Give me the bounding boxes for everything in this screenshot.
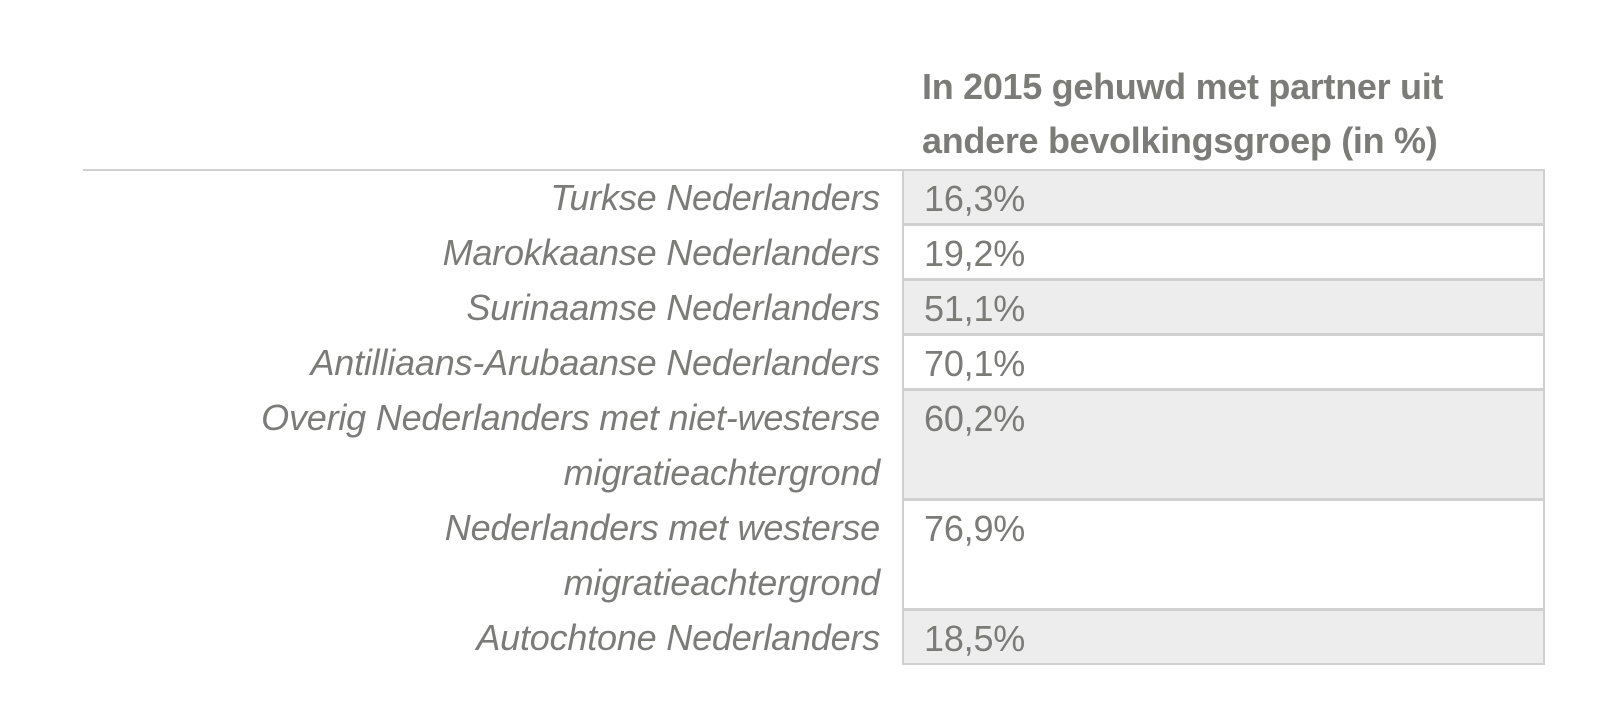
header-divider — [83, 169, 1545, 171]
row-label: Overig Nederlanders met niet-westerse mi… — [261, 397, 880, 493]
value-cell: 70,1% — [902, 334, 1545, 390]
value-cell: 76,9% — [902, 499, 1545, 610]
table-row: Autochtone Nederlanders 18,5% — [83, 609, 1545, 665]
value-label: 19,2% — [924, 233, 1026, 274]
value-cell: 60,2% — [902, 389, 1545, 500]
value-label: 70,1% — [924, 343, 1026, 384]
column-header: In 2015 gehuwd met partner uit andere be… — [922, 66, 1444, 161]
value-label: 51,1% — [924, 288, 1026, 329]
table-row: Marokkaanse Nederlanders 19,2% — [83, 224, 1545, 280]
table-row: Antilliaans-Arubaanse Nederlanders 70,1% — [83, 334, 1545, 390]
value-cell: 18,5% — [902, 609, 1545, 665]
value-label: 16,3% — [924, 178, 1026, 219]
row-label: Surinaamse Nederlanders — [466, 287, 880, 328]
row-label: Autochtone Nederlanders — [476, 617, 880, 658]
value-label: 76,9% — [924, 508, 1026, 549]
row-label: Marokkaanse Nederlanders — [442, 232, 881, 273]
table-row: Surinaamse Nederlanders 51,1% — [83, 279, 1545, 335]
value-cell: 51,1% — [902, 279, 1545, 335]
row-label: Turkse Nederlanders — [550, 177, 880, 218]
row-label: Antilliaans-Arubaanse Nederlanders — [310, 342, 880, 383]
value-label: 18,5% — [924, 618, 1026, 659]
value-cell: 16,3% — [902, 169, 1545, 225]
table-row: Turkse Nederlanders 16,3% — [83, 169, 1545, 225]
table-row: Nederlanders met westerse migratieachter… — [83, 499, 1545, 610]
value-cell: 19,2% — [902, 224, 1545, 280]
value-label: 60,2% — [924, 398, 1026, 439]
row-label: Nederlanders met westerse migratieachter… — [444, 507, 880, 603]
table-row: Overig Nederlanders met niet-westerse mi… — [83, 389, 1545, 500]
